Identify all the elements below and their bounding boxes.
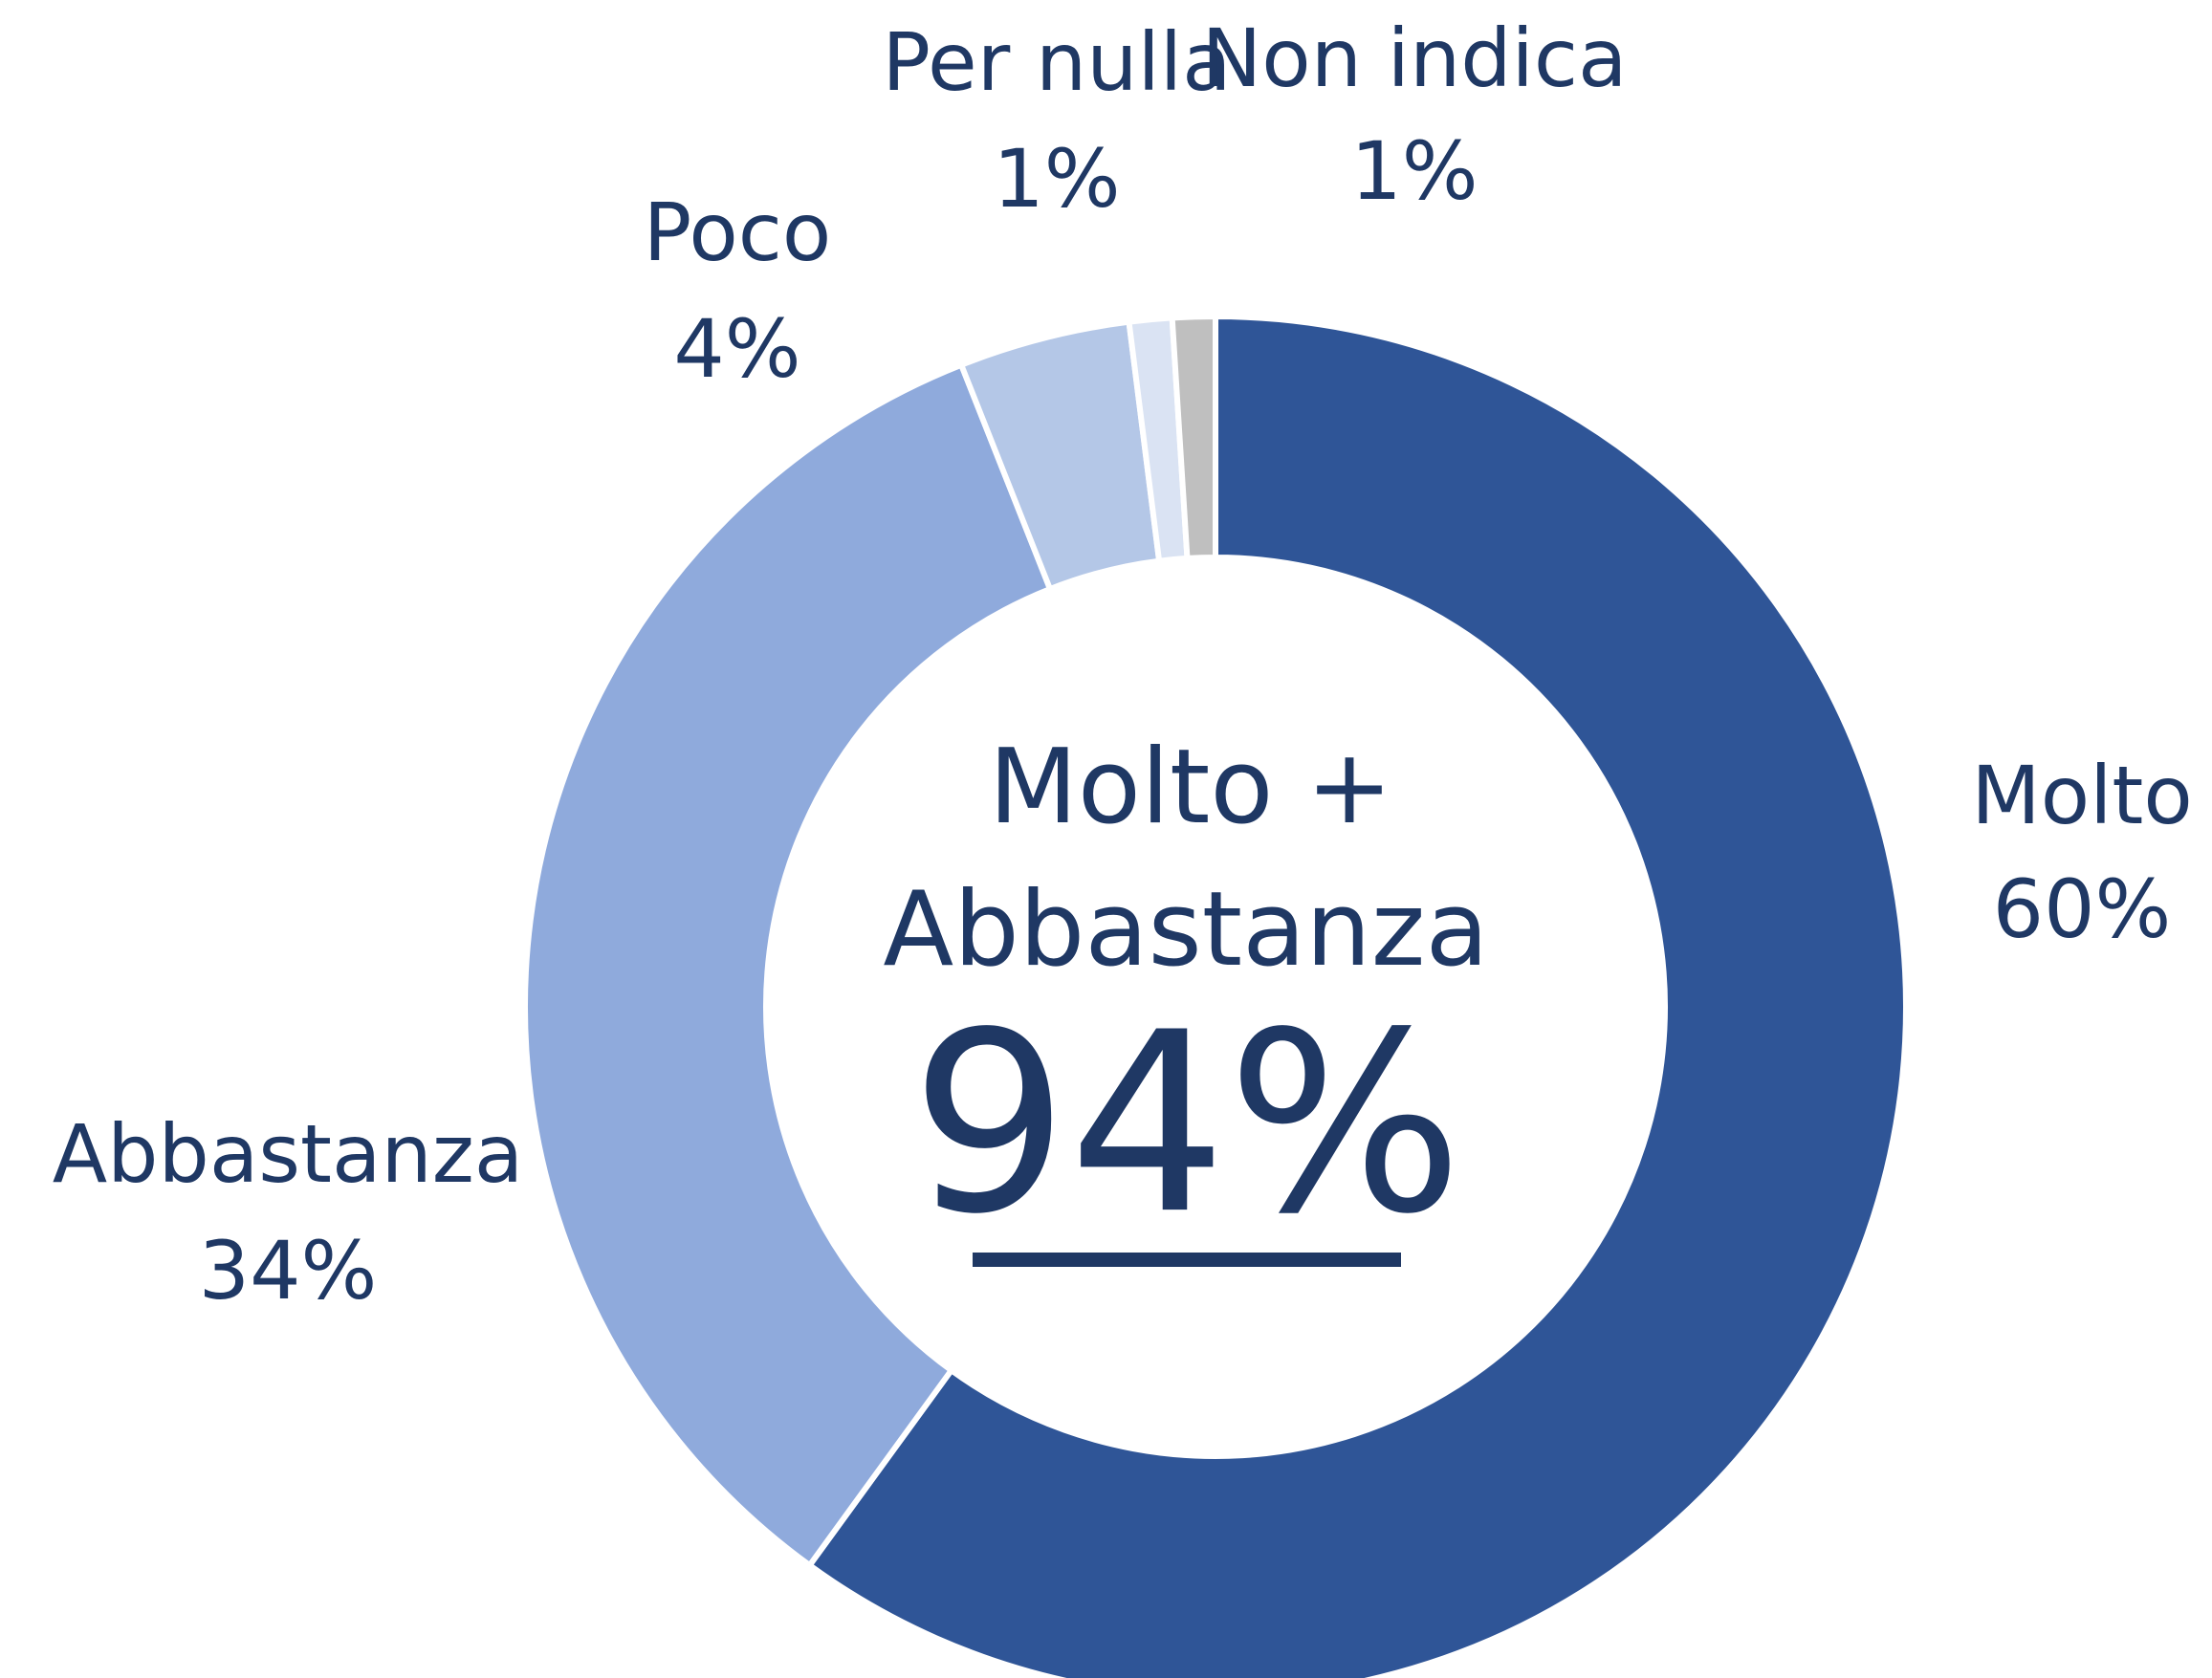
donut-slice xyxy=(522,360,1054,1570)
center-text: Molto + xyxy=(989,728,1393,847)
value-label: 1% xyxy=(993,132,1120,226)
category-label: Abbastanza xyxy=(53,1107,524,1201)
center-text: Abbastanza xyxy=(883,870,1488,990)
category-label: Per nulla xyxy=(882,15,1231,109)
value-label: 1% xyxy=(1350,124,1478,218)
donut-slice xyxy=(805,313,1909,1678)
center-underline xyxy=(973,1253,1401,1267)
center-value: 94% xyxy=(910,980,1463,1269)
value-label: 4% xyxy=(673,302,800,396)
category-label: Non indica xyxy=(1201,11,1627,105)
value-label: 34% xyxy=(199,1224,378,1318)
category-label: Poco xyxy=(644,185,832,279)
category-label: Molto xyxy=(1971,749,2193,842)
donut-slice xyxy=(1169,313,1218,562)
value-label: 60% xyxy=(1993,862,2172,956)
